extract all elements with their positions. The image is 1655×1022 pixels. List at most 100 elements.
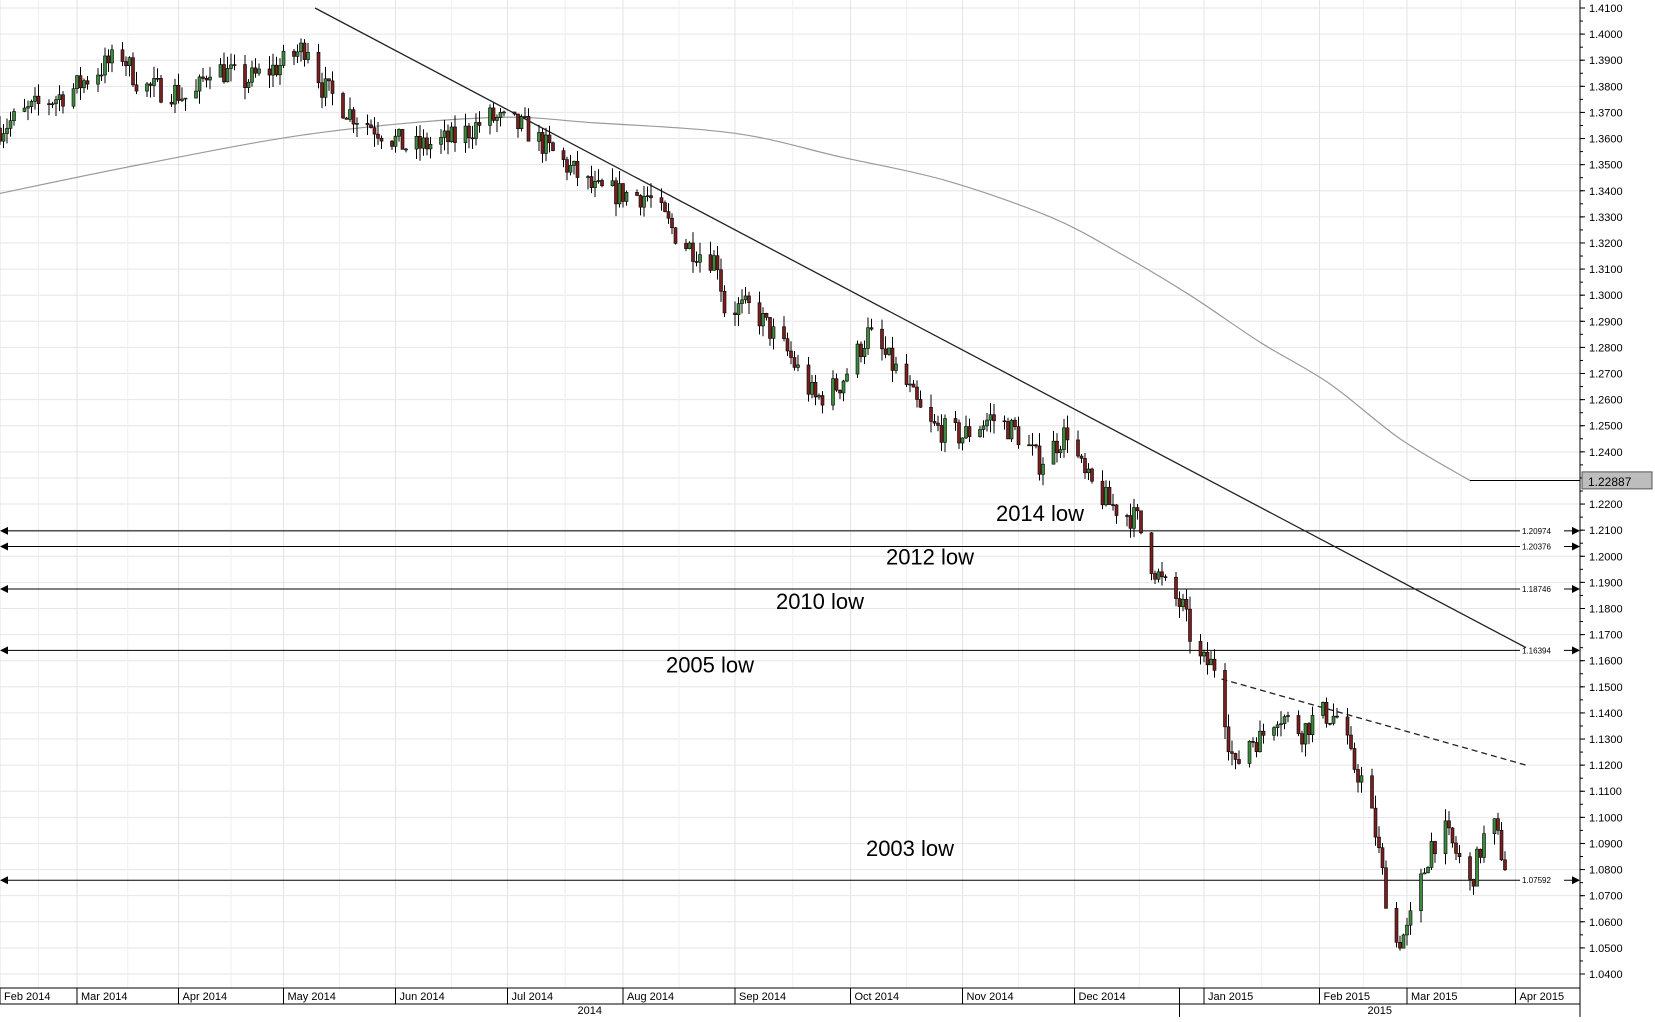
candle	[1132, 498, 1136, 538]
candle	[789, 341, 793, 365]
candle	[418, 125, 422, 161]
candle-body-down	[1139, 510, 1143, 534]
candle-body-up	[1030, 444, 1035, 447]
candle-body-up	[155, 77, 160, 80]
candle-body-down	[953, 418, 958, 423]
candle	[1237, 750, 1241, 765]
x-month-label: Apr 2015	[1520, 991, 1565, 1003]
current-price-marker	[1581, 471, 1653, 490]
candle	[1496, 812, 1500, 835]
candle-body-up	[523, 116, 527, 118]
level-value-bg	[1520, 524, 1564, 536]
x-month-label: Jun 2014	[400, 991, 445, 1003]
candle	[813, 374, 818, 406]
candle	[516, 113, 520, 138]
candle-body-down	[635, 192, 639, 196]
candle	[1034, 443, 1038, 449]
candle-body-down	[638, 195, 643, 208]
candle-body-down	[614, 180, 618, 205]
candle	[1100, 470, 1105, 510]
candle	[1328, 722, 1332, 726]
candle-body-up	[57, 94, 62, 100]
candle-body-down	[540, 132, 545, 154]
candle-body-down	[1503, 859, 1507, 871]
candle-body-up	[572, 161, 576, 166]
candle-body-down	[1090, 468, 1094, 482]
candle	[722, 285, 727, 317]
candle-body-up	[208, 76, 212, 81]
candle	[859, 341, 863, 363]
candle-body-up	[1282, 716, 1287, 725]
candle	[792, 350, 797, 371]
candle-body-down	[820, 395, 825, 406]
horizontal-levels: 1.20974 1.20376 1.18746 1.16394 1.07592	[0, 524, 1580, 886]
candle	[75, 74, 79, 94]
candle-body-up	[348, 109, 352, 120]
candle-body-down	[1135, 507, 1140, 512]
candle	[243, 55, 247, 100]
candle-body-down	[376, 133, 380, 139]
candle-body-down	[1324, 701, 1329, 724]
candle	[134, 71, 139, 94]
y-tick-label: 1.0700	[1589, 891, 1623, 903]
candle-body-down	[904, 363, 909, 385]
candle	[194, 79, 198, 99]
candle-body-up	[537, 132, 541, 142]
candle	[397, 128, 401, 142]
candle-body-up	[498, 112, 503, 118]
candle-body-down	[470, 137, 475, 140]
candle-body-up	[449, 126, 454, 143]
candle	[1016, 416, 1021, 449]
candle-body-up	[152, 78, 156, 86]
candle-body-down	[467, 125, 471, 139]
candle-body-down	[673, 227, 678, 244]
candle-body-up	[75, 75, 79, 90]
candle-body-down	[1433, 841, 1437, 855]
level-value-label: 1.16394	[1522, 646, 1551, 655]
candle	[1279, 711, 1283, 737]
candle-body-down	[267, 68, 272, 76]
candle	[1209, 651, 1213, 666]
candle-body-up	[229, 64, 233, 69]
candle-body-down	[1307, 723, 1311, 735]
candle-body-up	[281, 50, 286, 66]
candle-body-up	[50, 103, 55, 106]
candle-body-down	[1013, 419, 1017, 427]
candle-body-down	[1055, 440, 1059, 454]
candle	[292, 49, 296, 66]
candle-body-down	[379, 137, 384, 142]
candle-body-down	[1184, 598, 1189, 610]
y-tick-label: 1.1100	[1589, 786, 1622, 798]
candle-body-up	[894, 363, 898, 371]
candle	[1107, 480, 1112, 505]
candle	[918, 390, 923, 408]
candle-body-up	[1405, 924, 1409, 936]
candle-body-up	[26, 106, 30, 109]
candle	[862, 340, 867, 365]
candle-body-down	[1468, 856, 1472, 880]
candle	[992, 403, 996, 434]
candle	[1086, 463, 1091, 481]
candle-body-up	[988, 414, 993, 421]
candle-body-down	[390, 140, 394, 147]
candle	[1331, 703, 1336, 726]
candle-body-down	[85, 80, 90, 85]
candle-body-down	[1380, 847, 1385, 869]
candle-body-up	[855, 343, 860, 375]
candle-body-down	[1370, 775, 1374, 809]
candle	[890, 336, 895, 383]
candle-body-up	[908, 383, 912, 386]
candle-body-down	[719, 269, 723, 292]
candle	[1247, 740, 1252, 768]
candle-body-down	[453, 126, 457, 143]
candle	[1307, 722, 1311, 745]
candle	[145, 82, 149, 98]
candle-body-down	[782, 326, 786, 339]
candle	[299, 38, 303, 62]
candle-body-up	[355, 123, 359, 125]
level-value-bg	[1520, 874, 1564, 886]
y-tick-label: 1.2800	[1589, 342, 1623, 354]
level-arrow-right	[1572, 876, 1580, 885]
candle-body-up	[698, 254, 702, 263]
candle	[159, 75, 163, 104]
